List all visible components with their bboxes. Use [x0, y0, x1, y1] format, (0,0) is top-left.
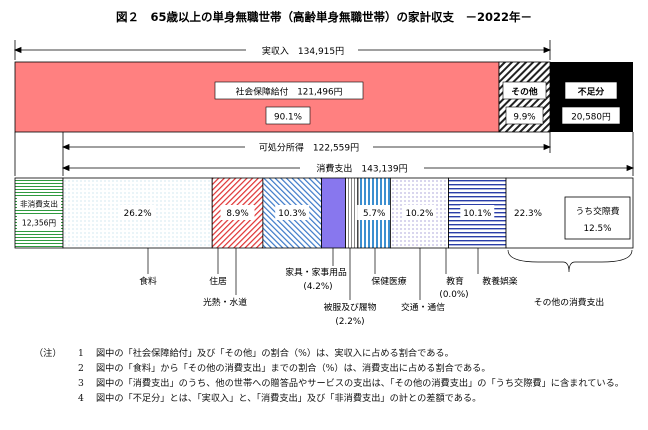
label-transport: 交通・通信 [401, 301, 445, 313]
notes-head: （注） [34, 348, 62, 359]
note-text: 図中の「不足分」とは、「実収入」と、「消費支出」及び「非消費支出」の計との差額で… [96, 393, 482, 404]
shortfall-amount: 20,580円 [571, 112, 611, 123]
label-furniture-pct: (4.2%) [303, 282, 332, 292]
social-security-label: 社会保障給付 121,496円 [236, 86, 343, 98]
note-number: 4 [78, 393, 84, 404]
pct-label-other-consumption: 22.3% [514, 209, 542, 219]
note-number: 1 [78, 348, 84, 359]
note-2: 2 図中の「食料」から「その他の消費支出」までの割合（%）は、消費支出に占める割… [34, 361, 640, 376]
consumption-label: 消費支出 143,139円 [316, 163, 407, 175]
segment-clothing [345, 177, 359, 249]
social-expense-label: うち交際費 [576, 205, 620, 217]
label-education-pct: (0.0%) [439, 290, 468, 300]
segment-furniture [321, 177, 346, 249]
category-labels: 食料 住居 光熱・水道 家具・家事用品 (4.2%) 被服及び履物 (2.2%)… [139, 266, 604, 327]
pct-label-food: 26.2% [124, 209, 152, 219]
note-text: 図中の「社会保障給付」及び「その他」の割合（%）は、実収入に占める割合である。 [96, 348, 454, 359]
pct-label-bg [511, 205, 546, 220]
pct-label-bg [275, 205, 310, 220]
leader-lines [147, 248, 633, 300]
non-consumption-label: 非消費支出 [20, 199, 58, 209]
pct-label-bg [460, 205, 495, 220]
note-text: 図中の「消費支出」のうち、他の世帯への贈答品やサービスの支出は、「その他の消費支… [96, 378, 624, 389]
non-consumption-segment [14, 177, 64, 249]
non-consumption-amount: 12,356円 [22, 219, 56, 228]
label-culture: 教養娯楽 [482, 275, 517, 287]
other-income-pct: 9.9% [513, 113, 535, 123]
consumption-segments: 26.2% 8.9% 10.3% 5.7% 10.2% 10.1% 22.3% [62, 177, 634, 249]
label-health: 保健医療 [371, 275, 406, 287]
pct-label-bg [402, 205, 437, 220]
other-income-label: その他 [511, 86, 538, 98]
label-other-consumption: その他の消費支出 [534, 296, 604, 308]
label-clothing: 被服及び履物 [324, 301, 377, 313]
label-food: 食料 [139, 275, 157, 287]
pct-label-bg [357, 205, 392, 220]
pct-label-culture: 10.1% [463, 209, 491, 219]
note-number: 3 [78, 378, 84, 389]
social-security-pct: 90.1% [274, 113, 302, 123]
note-number: 2 [78, 363, 84, 374]
label-furniture: 家具・家事用品 [285, 266, 347, 278]
disposable-label: 可処分所得 122,559円 [259, 142, 359, 154]
note-4: 4 図中の「不足分」とは、「実収入」と、「消費支出」及び「非消費支出」の計との差… [34, 391, 640, 406]
label-utilities: 光熱・水道 [203, 296, 247, 308]
label-housing: 住居 [209, 275, 227, 287]
pct-label-health: 5.7% [363, 209, 385, 219]
income-label: 実収入 134,915円 [262, 45, 344, 57]
note-1: （注） 1 図中の「社会保障給付」及び「その他」の割合（%）は、実収入に占める割… [34, 346, 640, 361]
label-clothing-pct: (2.2%) [335, 317, 364, 327]
pct-label-bg [220, 205, 255, 220]
note-text: 図中の「食料」から「その他の消費支出」までの割合（%）は、消費支出に占める割合で… [96, 363, 491, 374]
chart-title: 図２ 65歳以上の単身無職世帯（高齢単身無職世帯）の家計収支 －2022年－ [116, 10, 532, 24]
label-education: 教育 [446, 275, 464, 287]
notes: （注） 1 図中の「社会保障給付」及び「その他」の割合（%）は、実収入に占める割… [34, 346, 640, 406]
pct-label-housing: 8.9% [226, 209, 248, 219]
pct-label-transport: 10.2% [405, 209, 433, 219]
social-expense-pct: 12.5% [584, 224, 612, 234]
pct-label-bg [120, 205, 155, 220]
shortfall-label: 不足分 [578, 86, 605, 98]
note-3: 3 図中の「消費支出」のうち、他の世帯への贈答品やサービスの支出は、「その他の消… [34, 376, 640, 391]
pct-label-utilities: 10.3% [278, 209, 306, 219]
